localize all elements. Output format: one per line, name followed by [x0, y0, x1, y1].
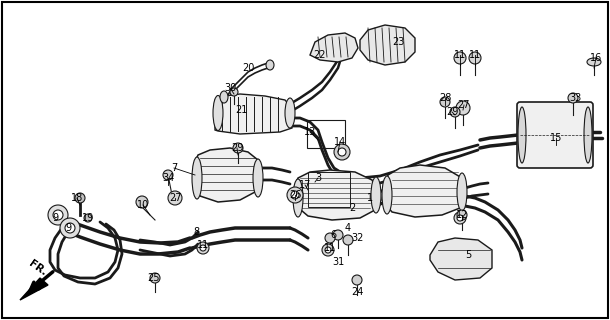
Circle shape	[150, 273, 160, 283]
Ellipse shape	[293, 179, 303, 217]
Circle shape	[325, 247, 331, 253]
Circle shape	[440, 97, 450, 107]
Circle shape	[457, 215, 463, 221]
Bar	[307, 120, 345, 148]
Circle shape	[48, 205, 68, 225]
Text: 4: 4	[345, 223, 351, 233]
Text: 22: 22	[314, 50, 326, 60]
Text: 29: 29	[446, 107, 458, 117]
Ellipse shape	[587, 58, 601, 66]
Circle shape	[233, 143, 243, 153]
Text: 30: 30	[224, 83, 236, 93]
Polygon shape	[360, 25, 415, 65]
Ellipse shape	[584, 107, 592, 163]
Text: 11: 11	[197, 240, 209, 250]
Ellipse shape	[518, 107, 526, 163]
Text: 34: 34	[162, 173, 174, 183]
Text: 33: 33	[569, 93, 581, 103]
Text: 29: 29	[231, 143, 243, 153]
Circle shape	[197, 242, 209, 254]
Ellipse shape	[192, 157, 202, 199]
Circle shape	[230, 88, 238, 96]
Circle shape	[291, 191, 299, 199]
Ellipse shape	[266, 60, 274, 70]
Text: 8: 8	[193, 227, 199, 237]
Circle shape	[454, 212, 466, 224]
Text: 7: 7	[171, 163, 177, 173]
Polygon shape	[215, 94, 292, 134]
Circle shape	[334, 144, 350, 160]
Circle shape	[469, 52, 481, 64]
Text: 13: 13	[304, 127, 316, 137]
Text: 25: 25	[148, 273, 160, 283]
Ellipse shape	[220, 91, 228, 103]
Text: 11: 11	[454, 50, 466, 60]
Text: 10: 10	[137, 200, 149, 210]
Text: 27: 27	[169, 193, 181, 203]
Polygon shape	[430, 238, 492, 280]
Text: 24: 24	[351, 287, 363, 297]
Text: 3: 3	[315, 173, 321, 183]
Ellipse shape	[213, 95, 223, 131]
Polygon shape	[294, 170, 378, 220]
Text: 1: 1	[367, 193, 373, 203]
Circle shape	[168, 191, 182, 205]
Text: FR.: FR.	[27, 258, 49, 278]
Polygon shape	[20, 278, 48, 300]
Text: 6: 6	[330, 230, 336, 240]
Text: 5: 5	[465, 250, 471, 260]
Text: 11: 11	[324, 243, 336, 253]
Ellipse shape	[253, 159, 263, 197]
Text: 19: 19	[82, 213, 94, 223]
Circle shape	[136, 196, 148, 208]
Circle shape	[338, 148, 346, 156]
Circle shape	[60, 218, 80, 238]
Text: 21: 21	[235, 105, 247, 115]
Circle shape	[352, 275, 362, 285]
Polygon shape	[382, 165, 465, 217]
Text: 9: 9	[65, 223, 71, 233]
Text: 31: 31	[332, 257, 344, 267]
Circle shape	[200, 245, 206, 251]
Text: 15: 15	[550, 133, 562, 143]
Circle shape	[53, 210, 63, 220]
Circle shape	[333, 230, 343, 240]
Circle shape	[450, 107, 460, 117]
Circle shape	[84, 214, 92, 222]
Circle shape	[287, 187, 303, 203]
Text: 18: 18	[71, 193, 83, 203]
Circle shape	[325, 233, 335, 243]
Circle shape	[457, 210, 467, 220]
Circle shape	[343, 235, 353, 245]
Circle shape	[65, 223, 75, 233]
Text: 14: 14	[334, 137, 346, 147]
Text: 20: 20	[242, 63, 254, 73]
Text: 11: 11	[469, 50, 481, 60]
Text: 17: 17	[299, 180, 311, 190]
Bar	[308, 172, 350, 207]
Text: 27: 27	[458, 100, 470, 110]
Circle shape	[456, 101, 470, 115]
Ellipse shape	[382, 176, 392, 214]
Polygon shape	[310, 33, 358, 62]
Polygon shape	[193, 148, 260, 202]
FancyBboxPatch shape	[517, 102, 593, 168]
Circle shape	[454, 52, 466, 64]
Text: 16: 16	[590, 53, 602, 63]
Text: 32: 32	[352, 233, 364, 243]
Circle shape	[568, 93, 578, 103]
Text: 12: 12	[456, 210, 468, 220]
Ellipse shape	[285, 98, 295, 128]
Circle shape	[322, 244, 334, 256]
Text: 9: 9	[52, 213, 58, 223]
Text: 2: 2	[349, 203, 355, 213]
Circle shape	[163, 170, 173, 180]
Ellipse shape	[371, 177, 381, 213]
Circle shape	[75, 193, 85, 203]
Ellipse shape	[457, 173, 467, 211]
Text: 28: 28	[439, 93, 451, 103]
Text: 23: 23	[392, 37, 404, 47]
Text: 26: 26	[289, 190, 301, 200]
